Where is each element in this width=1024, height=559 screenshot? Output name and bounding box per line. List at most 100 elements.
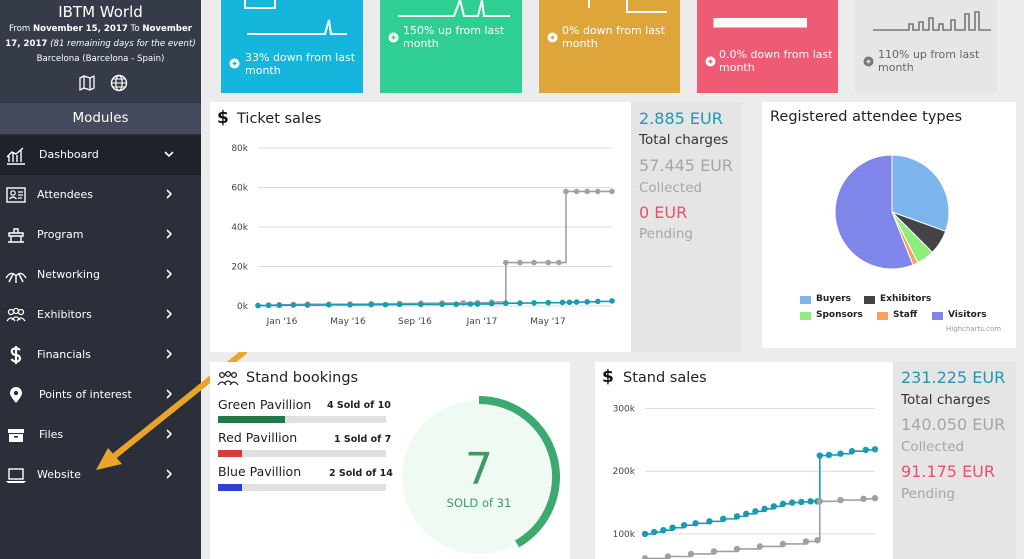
data-point[interactable] <box>255 302 261 309</box>
data-point[interactable] <box>531 300 537 306</box>
sidebar-item-website[interactable]: Website <box>0 455 201 495</box>
data-point[interactable] <box>396 301 403 308</box>
arrow-circle-icon <box>388 32 399 43</box>
data-point[interactable] <box>609 298 615 304</box>
data-point[interactable] <box>418 301 424 308</box>
data-point[interactable] <box>779 540 787 548</box>
data-point[interactable] <box>467 301 474 307</box>
network-icon <box>5 272 27 283</box>
data-point[interactable] <box>584 299 591 305</box>
data-point[interactable] <box>563 188 569 195</box>
data-point[interactable] <box>453 301 460 308</box>
chart-credit[interactable]: Highcharts.com <box>946 325 1002 333</box>
data-point[interactable] <box>368 301 375 308</box>
data-point[interactable] <box>837 450 844 457</box>
sidebar-item-networking[interactable]: Networking <box>0 255 201 295</box>
data-point[interactable] <box>347 302 353 308</box>
data-point[interactable] <box>761 505 768 513</box>
sidebar-item-program[interactable]: Program <box>0 215 201 255</box>
data-point[interactable] <box>680 521 688 529</box>
data-point[interactable] <box>609 188 615 195</box>
data-point[interactable] <box>816 452 823 459</box>
data-point[interactable] <box>595 188 601 195</box>
data-point[interactable] <box>276 302 283 309</box>
data-point[interactable] <box>816 498 823 505</box>
data-point[interactable] <box>584 188 591 195</box>
data-point[interactable] <box>573 299 580 305</box>
data-point[interactable] <box>641 555 649 559</box>
data-point[interactable] <box>382 301 389 308</box>
legend-label[interactable]: Staff <box>893 310 918 320</box>
sidebar-item-label: Dashboard <box>39 148 99 161</box>
data-point[interactable] <box>706 518 713 525</box>
data-point[interactable] <box>710 548 718 555</box>
data-point[interactable] <box>756 543 764 550</box>
data-point[interactable] <box>573 188 580 195</box>
data-point[interactable] <box>871 446 879 453</box>
remaining-days: (81 remaining days for the event) <box>50 39 196 49</box>
data-point[interactable] <box>304 302 311 308</box>
data-point[interactable] <box>692 520 699 527</box>
sidebar-item-financials[interactable]: Financials <box>0 335 201 375</box>
data-point[interactable] <box>531 259 537 266</box>
data-point[interactable] <box>860 495 867 503</box>
data-point[interactable] <box>517 300 523 306</box>
data-point[interactable] <box>595 298 601 305</box>
data-point[interactable] <box>807 498 814 505</box>
data-point[interactable] <box>290 302 297 308</box>
data-point[interactable] <box>503 300 509 307</box>
data-point[interactable] <box>848 447 856 455</box>
pie-slice[interactable] <box>834 154 914 270</box>
legend-label[interactable]: Buyers <box>816 294 852 304</box>
sidebar-item-points-of-interest[interactable]: Points of interest <box>0 375 201 415</box>
map-icon[interactable] <box>78 74 96 92</box>
data-point[interactable] <box>733 545 741 553</box>
data-point[interactable] <box>265 302 272 309</box>
data-point[interactable] <box>488 300 495 307</box>
sidebar-item-dashboard[interactable]: Dashboard <box>0 135 201 175</box>
ticket-sales-panel: $ Ticket sales 80k 60k 40k 20k 0k Jan '16 May … <box>210 102 742 352</box>
data-point[interactable] <box>733 513 741 520</box>
data-point[interactable] <box>779 500 787 508</box>
data-point[interactable] <box>743 510 750 518</box>
data-point[interactable] <box>752 508 759 515</box>
x-tick-label: May '17 <box>530 317 565 327</box>
data-point[interactable] <box>517 259 523 266</box>
data-point[interactable] <box>474 301 481 307</box>
data-point[interactable] <box>770 503 777 510</box>
data-point[interactable] <box>789 499 796 506</box>
sidebar-item-exhibitors[interactable]: Exhibitors <box>0 295 201 335</box>
data-point[interactable] <box>862 446 869 454</box>
data-point[interactable] <box>687 550 695 558</box>
data-point[interactable] <box>651 528 658 536</box>
data-point[interactable] <box>669 524 676 531</box>
sidebar-item-attendees[interactable]: Attendees <box>0 175 201 215</box>
id-card-icon <box>6 187 26 203</box>
data-point[interactable] <box>664 553 672 559</box>
data-point[interactable] <box>439 301 445 308</box>
data-point[interactable] <box>545 259 552 266</box>
data-point[interactable] <box>566 299 573 306</box>
sidebar-item-files[interactable]: Files <box>0 415 201 455</box>
data-point[interactable] <box>720 515 727 523</box>
data-point[interactable] <box>802 538 810 545</box>
data-point[interactable] <box>871 494 879 502</box>
legend-label[interactable]: Visitors <box>948 310 987 320</box>
globe-icon[interactable] <box>110 74 128 92</box>
kpi-text: 0.0% down from last month <box>719 48 833 74</box>
data-point[interactable] <box>545 299 552 306</box>
data-point[interactable] <box>559 299 566 306</box>
legend-swatch <box>864 296 875 304</box>
legend-label[interactable]: Sponsors <box>816 310 863 320</box>
data-point[interactable] <box>660 526 667 534</box>
data-point[interactable] <box>825 451 833 459</box>
data-point[interactable] <box>503 259 509 266</box>
pie-slice[interactable] <box>891 154 950 232</box>
data-point[interactable] <box>641 530 649 538</box>
data-point[interactable] <box>814 536 821 544</box>
data-point[interactable] <box>326 302 332 308</box>
data-point[interactable] <box>798 498 805 506</box>
data-point[interactable] <box>556 259 562 266</box>
legend-label[interactable]: Exhibitors <box>880 294 932 304</box>
data-point[interactable] <box>837 496 844 504</box>
